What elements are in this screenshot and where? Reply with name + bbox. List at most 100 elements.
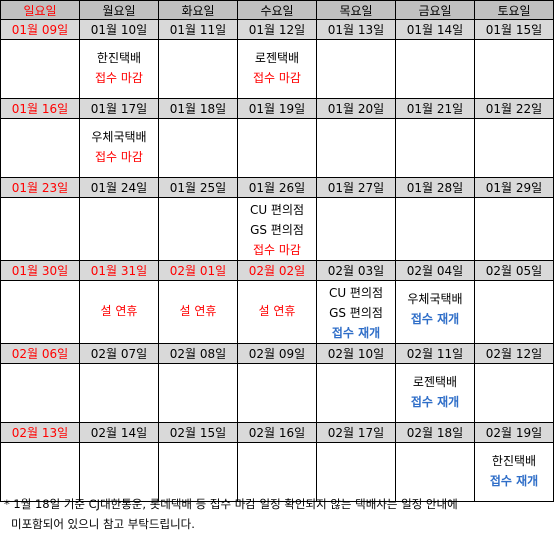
date-cell: 01월 25일: [158, 177, 238, 198]
notes-cell: 로젠택배 접수 마감: [237, 39, 317, 99]
date-cell: 01월 12일: [237, 19, 317, 40]
date-cell: 01월 20일: [316, 98, 396, 119]
date-row-week-5: 02월 06일 02월 07일 02월 08일 02월 09일 02월 10일 …: [0, 343, 554, 364]
weekday-header-mon: 월요일: [79, 0, 159, 20]
date-cell: 02월 04일: [395, 260, 475, 281]
notes-cell: [237, 118, 317, 178]
date-cell: 01월 30일: [0, 260, 80, 281]
date-cell: 01월 26일: [237, 177, 317, 198]
date-cell: 02월 12일: [474, 343, 554, 364]
footnote-line-2: 미포함되어 있으니 참고 부탁드립니다.: [11, 517, 195, 531]
notes-cell: 설 연휴: [79, 280, 159, 344]
notes-cell: [0, 39, 80, 99]
notes-cell: [316, 197, 396, 261]
date-cell: 02월 15일: [158, 422, 238, 443]
resume-notice: 접수 재개: [410, 395, 460, 409]
notes-cell: [474, 280, 554, 344]
weekday-header-row: 일요일 월요일 화요일 수요일 목요일 금요일 토요일: [0, 0, 554, 20]
weekday-header-fri: 금요일: [395, 0, 475, 20]
date-cell: 02월 08일: [158, 343, 238, 364]
store-name: GS 편의점: [329, 306, 383, 320]
date-cell: 02월 18일: [395, 422, 475, 443]
notes-cell: CU 편의점 GS 편의점 접수 마감: [237, 197, 317, 261]
date-cell: 02월 05일: [474, 260, 554, 281]
weekday-header-tue: 화요일: [158, 0, 238, 20]
weekday-header-sun: 일요일: [0, 0, 80, 20]
notes-cell: [316, 363, 396, 423]
notes-cell: [395, 197, 475, 261]
notes-cell: [158, 39, 238, 99]
notes-cell: [474, 197, 554, 261]
date-cell: 02월 07일: [79, 343, 159, 364]
notes-cell: [0, 197, 80, 261]
date-cell: 01월 10일: [79, 19, 159, 40]
date-cell: 02월 13일: [0, 422, 80, 443]
notes-row-week-5: 로젠택배 접수 재개: [0, 363, 554, 423]
footnote-line-1: * 1월 18일 기준 CJ대한통운, 롯데택배 등 접수 마감 일정 확인되지…: [4, 497, 458, 511]
date-cell: 01월 24일: [79, 177, 159, 198]
date-cell: 01월 17일: [79, 98, 159, 119]
holiday-label: 설 연휴: [258, 304, 296, 318]
notes-cell: [237, 363, 317, 423]
date-cell: 02월 03일: [316, 260, 396, 281]
notes-row-week-4: 설 연휴 설 연휴 설 연휴 CU 편의점 GS 편의점 접수 재개 우체국택배…: [0, 280, 554, 344]
holiday-label: 설 연휴: [100, 304, 138, 318]
date-cell: 01월 22일: [474, 98, 554, 119]
date-cell: 01월 23일: [0, 177, 80, 198]
date-cell: 01월 09일: [0, 19, 80, 40]
date-cell: 02월 14일: [79, 422, 159, 443]
notes-cell: 한진택배 접수 마감: [79, 39, 159, 99]
notes-cell: CU 편의점 GS 편의점 접수 재개: [316, 280, 396, 344]
date-cell: 01월 29일: [474, 177, 554, 198]
date-row-week-1: 01월 09일 01월 10일 01월 11일 01월 12일 01월 13일 …: [0, 19, 554, 40]
notes-cell: [474, 39, 554, 99]
date-cell: 01월 21일: [395, 98, 475, 119]
date-row-week-2: 01월 16일 01월 17일 01월 18일 01월 19일 01월 20일 …: [0, 98, 554, 119]
notes-cell: [79, 363, 159, 423]
courier-name: 우체국택배: [91, 130, 147, 144]
courier-name: 한진택배: [96, 51, 142, 65]
notes-cell: [395, 442, 475, 502]
notes-cell: 설 연휴: [237, 280, 317, 344]
notes-cell: [79, 197, 159, 261]
notes-cell: 설 연휴: [158, 280, 238, 344]
date-cell: 01월 16일: [0, 98, 80, 119]
closing-notice: 접수 마감: [95, 71, 143, 85]
date-cell: 01월 18일: [158, 98, 238, 119]
notes-cell: [316, 118, 396, 178]
date-cell: 02월 06일: [0, 343, 80, 364]
date-cell: 02월 16일: [237, 422, 317, 443]
notes-cell: 로젠택배 접수 재개: [395, 363, 475, 423]
closing-notice: 접수 마감: [253, 71, 301, 85]
date-cell: 02월 01일: [158, 260, 238, 281]
courier-name: 우체국택배: [407, 292, 463, 306]
weekday-header-wed: 수요일: [237, 0, 317, 20]
notes-row-week-3: CU 편의점 GS 편의점 접수 마감: [0, 197, 554, 261]
notes-row-week-1: 한진택배 접수 마감 로젠택배 접수 마감: [0, 39, 554, 99]
notes-cell: [0, 118, 80, 178]
date-cell: 02월 17일: [316, 422, 396, 443]
date-cell: 01월 14일: [395, 19, 475, 40]
date-cell: 01월 31일: [79, 260, 159, 281]
notes-cell: [158, 118, 238, 178]
footnote: * 1월 18일 기준 CJ대한통운, 롯데택배 등 접수 마감 일정 확인되지…: [4, 494, 552, 534]
date-cell: 01월 19일: [237, 98, 317, 119]
date-row-week-3: 01월 23일 01월 24일 01월 25일 01월 26일 01월 27일 …: [0, 177, 554, 198]
date-row-week-6: 02월 13일 02월 14일 02월 15일 02월 16일 02월 17일 …: [0, 422, 554, 443]
date-cell: 01월 28일: [395, 177, 475, 198]
shipping-schedule-calendar: 일요일 월요일 화요일 수요일 목요일 금요일 토요일 01월 09일 01월 …: [0, 0, 554, 502]
date-cell: 02월 09일: [237, 343, 317, 364]
store-name: GS 편의점: [250, 223, 304, 237]
notes-cell: [474, 118, 554, 178]
courier-name: 로젠택배: [412, 375, 458, 389]
date-cell: 01월 13일: [316, 19, 396, 40]
resume-notice: 접수 재개: [331, 326, 381, 340]
notes-cell: [395, 118, 475, 178]
notes-cell: [158, 442, 238, 502]
notes-cell: 우체국택배 접수 재개: [395, 280, 475, 344]
date-cell: 01월 15일: [474, 19, 554, 40]
store-name: CU 편의점: [328, 286, 384, 300]
notes-row-week-2: 우체국택배 접수 마감: [0, 118, 554, 178]
date-cell: 02월 19일: [474, 422, 554, 443]
courier-name: 로젠택배: [254, 51, 300, 65]
